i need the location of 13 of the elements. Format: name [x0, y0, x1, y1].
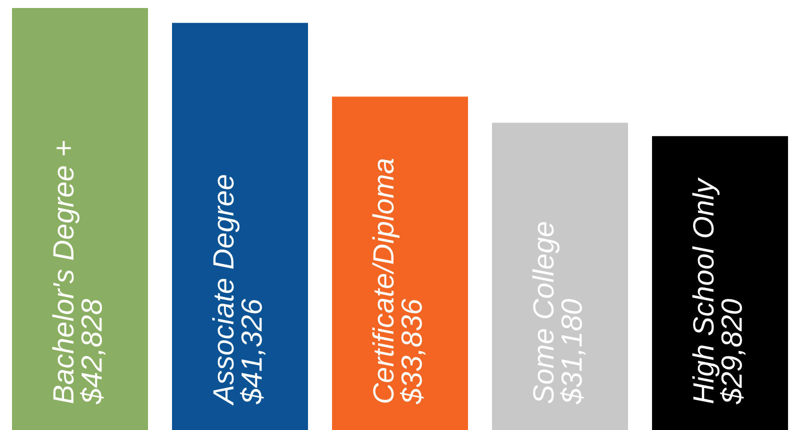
bar [652, 136, 788, 430]
data-label: $41,326 [240, 298, 266, 404]
x-tick-label: Bachelor's Degree + [52, 141, 80, 404]
x-tick-label: High School Only [692, 177, 720, 404]
bar [172, 22, 308, 430]
x-tick-label: Associate Degree [212, 175, 240, 406]
data-label: $42,828 [80, 298, 106, 404]
bar [12, 8, 148, 430]
x-tick-label: Certificate/Diploma [372, 158, 400, 403]
data-label: $29,820 [720, 299, 746, 404]
data-label: $33,836 [400, 298, 426, 404]
bar [332, 96, 468, 430]
bar [492, 122, 628, 430]
